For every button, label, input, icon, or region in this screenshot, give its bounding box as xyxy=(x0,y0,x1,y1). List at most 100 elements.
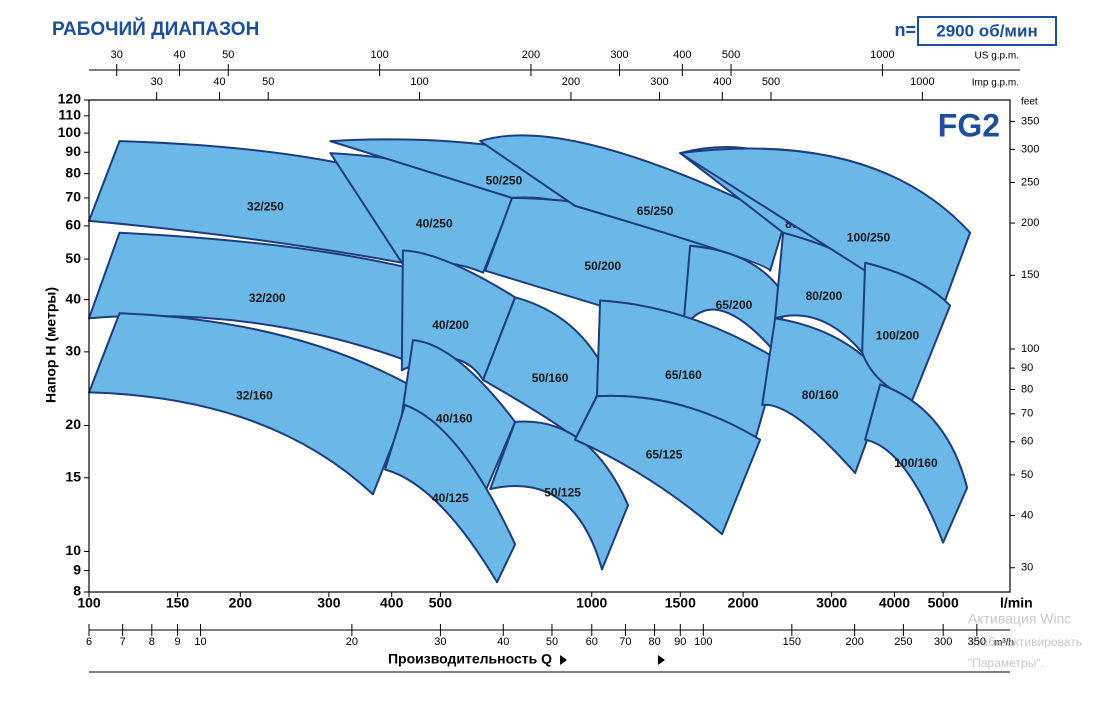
arrow xyxy=(658,655,665,665)
region-label: 40/160 xyxy=(436,412,473,426)
pump-region xyxy=(88,312,416,496)
region-label: 40/125 xyxy=(432,491,469,505)
watermark: Активация Winc xyxy=(968,611,1071,627)
y2-tick-label: 100 xyxy=(1021,343,1039,355)
x-tick-label: 500 xyxy=(429,595,453,611)
region-label: 40/200 xyxy=(432,318,469,332)
y2-tick-label: 80 xyxy=(1021,383,1033,395)
x-axis-label: Производительность Q xyxy=(388,651,552,667)
y-tick-label: 60 xyxy=(65,217,81,233)
m3h_axis-tick-label: 8 xyxy=(149,636,155,648)
y-tick-label: 10 xyxy=(65,542,81,558)
region-label: 50/125 xyxy=(544,486,581,500)
m3h_axis-tick-label: 7 xyxy=(120,636,126,648)
y2-tick-label: 90 xyxy=(1021,362,1033,374)
arrow xyxy=(560,655,567,665)
y2-tick-label: 60 xyxy=(1021,436,1033,448)
speed: 2900 об/мин xyxy=(936,21,1037,40)
pump-region xyxy=(573,394,762,536)
x-tick-label: 3000 xyxy=(816,595,847,611)
region-label: 32/200 xyxy=(249,291,286,305)
region-label: 40/250 xyxy=(416,216,453,230)
y2-tick-label: 300 xyxy=(1021,143,1039,155)
impgpm_axis-tick-label: 30 xyxy=(151,76,163,88)
m3h_axis-tick-label: 40 xyxy=(497,636,509,648)
m3h_axis-tick-label: 60 xyxy=(586,636,598,648)
plot-frame xyxy=(88,99,1011,593)
y-tick-label: 90 xyxy=(65,143,81,159)
impgpm_axis-tick-label: 1000 xyxy=(910,76,934,88)
impgpm-unit: Imp g.p.m. xyxy=(972,78,1019,89)
m3h_axis-tick-label: 300 xyxy=(934,636,952,648)
usgpm_axis-tick-label: 200 xyxy=(522,49,540,61)
y-tick-label: 20 xyxy=(65,416,81,432)
y-tick-label: 70 xyxy=(65,189,81,205)
impgpm_axis-tick-label: 100 xyxy=(410,76,428,88)
m3h_axis-tick-label: 350 xyxy=(968,636,986,648)
x-tick-label: 200 xyxy=(229,595,253,611)
speed-box xyxy=(917,16,1057,46)
x-tick-label: 2000 xyxy=(728,595,759,611)
region-label: 80/160 xyxy=(802,388,839,402)
pump-region xyxy=(489,420,630,571)
region-label: 32/160 xyxy=(236,389,273,403)
regions: 32/250 32/200 32/160 40/250 40/200 40/160 40/1… xyxy=(88,134,972,584)
x-tick-label: 4000 xyxy=(879,595,910,611)
m3h_axis-tick-label: 9 xyxy=(174,636,180,648)
y-tick-label: 15 xyxy=(65,468,81,484)
x-tick-label: 100 xyxy=(77,595,101,611)
y-tick-label: 120 xyxy=(58,91,82,107)
m3h_axis-tick-label: 70 xyxy=(619,636,631,648)
impgpm_axis-tick-label: 200 xyxy=(562,76,580,88)
x-tick-label: 1500 xyxy=(665,595,696,611)
y-tick-label: 50 xyxy=(65,250,81,266)
y2-tick-label: 70 xyxy=(1021,408,1033,420)
m3h-unit: m³/h xyxy=(994,638,1014,649)
region-label: 65/200 xyxy=(716,298,753,312)
y2-tick-label: 150 xyxy=(1021,269,1039,281)
m3h_axis-tick-label: 250 xyxy=(894,636,912,648)
x-tick-label: 300 xyxy=(317,595,341,611)
watermark: "Параметры". xyxy=(968,656,1044,670)
impgpm_axis-tick-label: 50 xyxy=(262,76,274,88)
usgpm_axis-tick-label: 400 xyxy=(673,49,691,61)
usgpm_axis-tick-label: 30 xyxy=(111,49,123,61)
y-tick-label: 80 xyxy=(65,164,81,180)
speed-prefix: n= xyxy=(894,20,916,40)
m3h_axis-tick-label: 10 xyxy=(194,636,206,648)
region-label: 65/160 xyxy=(665,368,702,382)
y2-tick-label: 250 xyxy=(1021,176,1039,188)
y2-tick-label: 30 xyxy=(1021,562,1033,574)
usgpm-unit: US g.p.m. xyxy=(975,51,1019,62)
usgpm_axis-tick-label: 500 xyxy=(722,49,740,61)
m3h_axis-tick-label: 90 xyxy=(674,636,686,648)
page-title: РАБОЧИЙ ДИАПАЗОН xyxy=(52,18,259,40)
y-tick-label: 40 xyxy=(65,290,81,306)
x-tick-label: 5000 xyxy=(928,595,959,611)
x-unit: l/min xyxy=(1000,595,1033,611)
m3h_axis-tick-label: 200 xyxy=(845,636,863,648)
pump-region xyxy=(761,317,890,475)
y-tick-label: 30 xyxy=(65,343,81,359)
impgpm_axis-tick-label: 300 xyxy=(650,76,668,88)
impgpm_axis-tick-label: 400 xyxy=(713,76,731,88)
region-label: 50/160 xyxy=(532,371,569,385)
m3h_axis-tick-label: 6 xyxy=(86,636,92,648)
y-tick-label: 100 xyxy=(58,124,82,140)
region-label: 100/250 xyxy=(847,230,891,244)
m3h_axis-tick-label: 50 xyxy=(546,636,558,648)
x-tick-label: 400 xyxy=(380,595,404,611)
y-tick-label: 110 xyxy=(58,107,81,123)
region-label: 50/200 xyxy=(584,259,621,273)
pump-region xyxy=(384,403,517,584)
impgpm_axis-tick-label: 40 xyxy=(213,76,225,88)
usgpm_axis-tick-label: 40 xyxy=(173,49,185,61)
region-label: 65/125 xyxy=(646,447,683,461)
region-label: 100/200 xyxy=(876,328,920,342)
m3h_axis-tick-label: 20 xyxy=(346,636,358,648)
m3h_axis-tick-label: 30 xyxy=(434,636,446,648)
usgpm_axis-tick-label: 1000 xyxy=(870,49,894,61)
watermark: Чтобы активировать xyxy=(968,635,1082,649)
y2-tick-label: 200 xyxy=(1021,217,1039,229)
